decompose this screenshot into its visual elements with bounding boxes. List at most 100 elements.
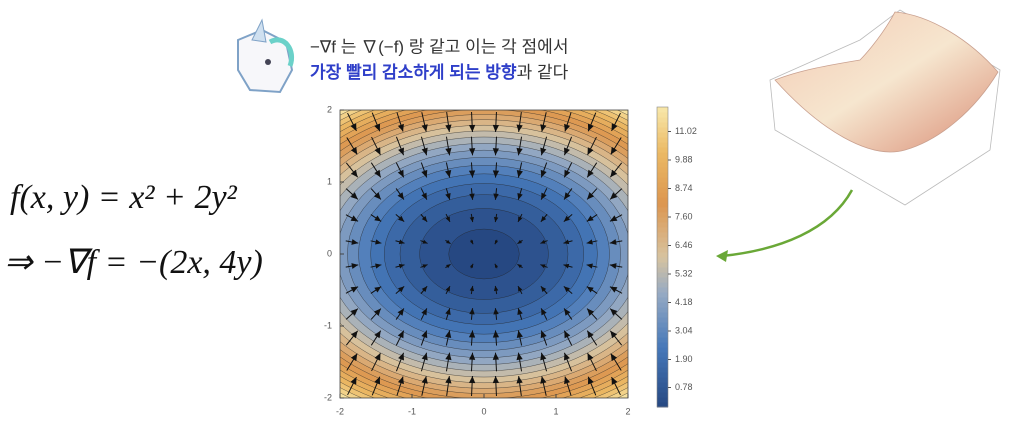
gradient-arrowhead (469, 193, 475, 200)
gradient-arrowhead (397, 308, 404, 316)
gradient-arrowhead (421, 124, 428, 132)
gradient-arrowhead (398, 239, 405, 245)
gradient-arrowhead (398, 147, 404, 156)
gradient-arrowhead (492, 170, 500, 178)
gradient-arrowhead (516, 352, 523, 361)
gradient-arrowhead (445, 124, 452, 132)
gradient-arrowhead (587, 330, 594, 339)
gradient-arrowhead (586, 263, 593, 269)
gradient-arrowhead (493, 308, 499, 315)
colorbar-segment (657, 317, 668, 323)
gradient-arrowhead (373, 308, 381, 316)
x-tick-label: 0 (481, 406, 486, 416)
colorbar-segment (657, 402, 668, 408)
colorbar-segment (657, 172, 668, 178)
gradient-arrowhead (421, 352, 428, 361)
colorbar-segment (657, 247, 668, 253)
colorbar-tick-label: 4.18 (675, 297, 693, 307)
gradient-arrowhead (564, 352, 570, 361)
gradient-arrowhead (350, 215, 359, 222)
colorbar-segment (657, 127, 668, 133)
gradient-arrowhead (398, 215, 405, 222)
gradient-arrowhead (518, 216, 523, 222)
gradient-arrowhead (446, 264, 451, 269)
gradient-arrowhead (587, 353, 594, 361)
gradient-arrowhead (398, 263, 405, 269)
colorbar-segment (657, 302, 668, 308)
colorbar-segment (657, 262, 668, 268)
gradient-arrowhead (468, 148, 476, 156)
gradient-arrowhead (540, 286, 547, 292)
gradient-arrowhead (494, 263, 499, 268)
gradient-arrowhead (350, 169, 358, 178)
gradient-arrowhead (540, 376, 547, 384)
colorbar-segment (657, 397, 668, 403)
gradient-arrowhead (587, 376, 594, 385)
colorbar-segment (657, 222, 668, 228)
colorbar-segment (657, 147, 668, 153)
gradient-arrowhead (564, 330, 571, 339)
gradient-arrowhead (540, 264, 546, 269)
gradient-arrowhead (564, 147, 570, 156)
gradient-arrowhead (564, 308, 571, 316)
gradient-arrowhead (421, 169, 428, 178)
gradient-arrowhead (492, 352, 500, 360)
gradient-arrowhead (610, 146, 618, 155)
x-tick-label: -2 (336, 406, 344, 416)
gradient-arrowhead (610, 169, 618, 178)
gradient-arrowhead (610, 308, 618, 316)
gradient-arrowhead (517, 308, 523, 315)
colorbar-segment (657, 392, 668, 398)
gradient-arrowhead (421, 330, 428, 339)
colorbar-segment (657, 157, 668, 163)
colorbar-segment (657, 112, 668, 118)
gradient-arrowhead (374, 286, 382, 293)
colorbar-segment (657, 377, 668, 383)
gradient-arrowhead (397, 123, 404, 132)
colorbar-tick-label: 1.90 (675, 354, 693, 364)
colorbar-segment (657, 137, 668, 143)
gradient-arrowhead (540, 124, 547, 132)
gradient-arrowhead (374, 376, 381, 385)
gradient-arrowhead (610, 192, 618, 200)
gradient-arrowhead (469, 285, 475, 292)
y-tick-label: -1 (324, 320, 332, 330)
colorbar-segment (657, 177, 668, 183)
gradient-arrowhead (374, 330, 381, 339)
gradient-arrowhead (350, 353, 358, 362)
gradient-arrowhead (397, 330, 404, 339)
gradient-arrowhead (468, 376, 476, 384)
gradient-arrowhead (516, 147, 523, 156)
colorbar-segment (657, 132, 668, 138)
colorbar-segment (657, 237, 668, 243)
gradient-arrowhead (609, 215, 618, 222)
x-tick-label: 1 (553, 406, 558, 416)
formula: ⇒ −∇f = −(2x, 4y) (4, 244, 263, 281)
gradient-arrowhead (586, 239, 593, 245)
gradient-arrowhead (587, 308, 595, 316)
colorbar-segment (657, 342, 668, 348)
colorbar-segment (657, 332, 668, 338)
colorbar-tick-label: 9.88 (675, 154, 693, 164)
gradient-arrowhead (563, 239, 570, 245)
gradient-arrowhead (563, 215, 570, 222)
colorbar-segment (657, 212, 668, 218)
colorbar-segment (657, 152, 668, 158)
colorbar-segment (657, 187, 668, 193)
colorbar-tick-label: 3.04 (675, 325, 693, 335)
gradient-arrowhead (541, 308, 547, 316)
gradient-arrowhead (350, 330, 358, 339)
gradient-arrowhead (540, 216, 547, 222)
gradient-arrowhead (469, 240, 474, 245)
gradient-arrowhead (564, 192, 571, 200)
colorbar-tick-label: 0.78 (675, 382, 693, 392)
gradient-arrowhead (351, 239, 359, 245)
gradient-arrowhead (446, 239, 451, 244)
colorbar-segment (657, 197, 668, 203)
colorbar-segment (657, 292, 668, 298)
gradient-arrowhead (540, 169, 547, 178)
gradient-arrowhead (421, 216, 428, 222)
x-tick-label: -1 (408, 406, 416, 416)
caption-line1: −∇f 는 ∇(−f) 랑 같고 이는 각 점에서 (310, 37, 568, 56)
